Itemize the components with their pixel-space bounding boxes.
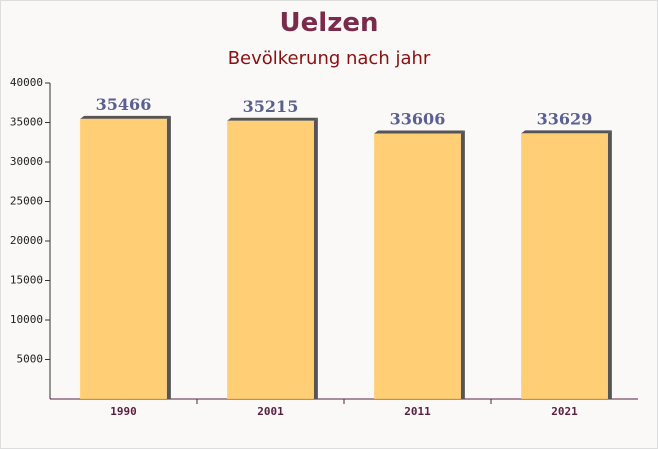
x-tick-label: 2001: [257, 405, 284, 418]
y-tick-label: 5000: [17, 353, 44, 366]
x-tick-label: 2021: [551, 405, 578, 418]
y-tick-label: 25000: [10, 195, 43, 208]
bar-top: [80, 115, 171, 119]
chart-subtitle: Bevölkerung nach jahr: [228, 48, 431, 69]
chart-title: Uelzen: [280, 8, 379, 38]
bar-top: [227, 117, 318, 121]
y-tick-label: 40000: [10, 76, 43, 89]
bar-shadow: [166, 115, 171, 399]
value-label: 35466: [96, 95, 152, 114]
y-tick-label: 35000: [10, 116, 43, 129]
x-tick-label: 1990: [110, 405, 137, 418]
bar-shadow: [313, 117, 318, 399]
bar: [227, 120, 314, 399]
x-tick-label: 2011: [404, 405, 431, 418]
bar: [374, 133, 461, 399]
bar-shadow: [460, 130, 465, 399]
value-label: 33606: [390, 110, 446, 129]
y-tick-label: 15000: [10, 274, 43, 287]
y-tick-label: 10000: [10, 313, 43, 326]
value-label: 35215: [243, 97, 299, 116]
value-label: 33629: [537, 109, 593, 128]
y-tick-label: 30000: [10, 155, 43, 168]
bar-top: [374, 130, 465, 134]
bar: [80, 118, 167, 399]
y-tick-label: 20000: [10, 234, 43, 247]
bar: [521, 133, 608, 399]
bar-shadow: [607, 130, 612, 399]
bar-top: [521, 130, 612, 134]
